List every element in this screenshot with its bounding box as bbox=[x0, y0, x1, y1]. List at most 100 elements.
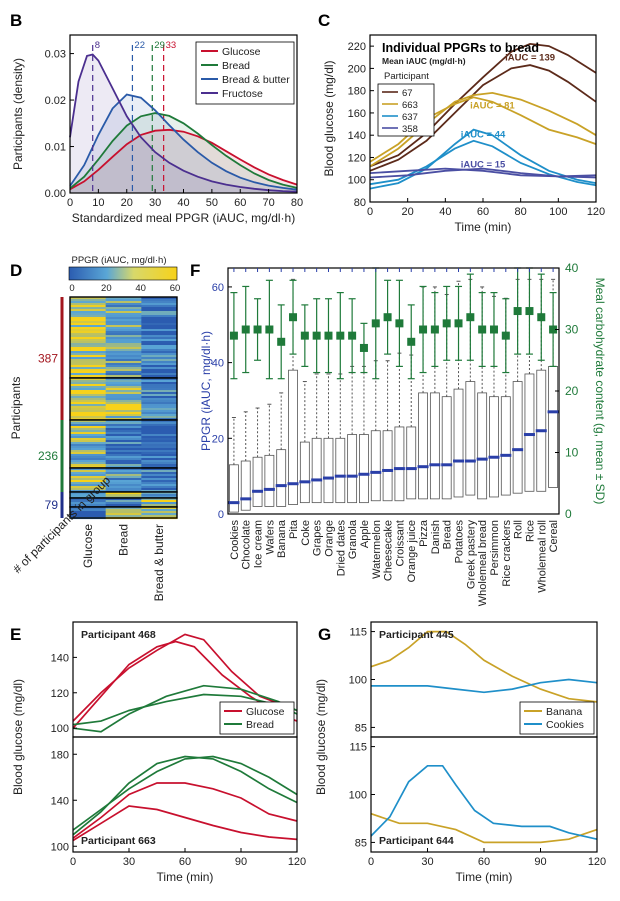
heatmap-cell bbox=[70, 347, 107, 350]
heatmap-column-label: Bread bbox=[117, 524, 131, 556]
carb-mean-marker bbox=[478, 325, 487, 334]
carb-mean-marker bbox=[466, 313, 475, 322]
heatmap-cell bbox=[70, 311, 107, 314]
iauc-annotation: iAUC = 81 bbox=[470, 100, 515, 111]
food-category-label: Ice cream bbox=[253, 520, 265, 568]
legend-label: 637 bbox=[402, 112, 418, 123]
food-category-label: Greek pastery bbox=[465, 520, 477, 590]
heatmap-cell bbox=[141, 341, 178, 344]
heatmap-cell bbox=[105, 476, 142, 479]
median-marker-label: 22 bbox=[134, 40, 145, 51]
density-line-fructose bbox=[69, 53, 298, 193]
panelG-x-axis-label: Time (min) bbox=[456, 870, 513, 884]
heatmap-cell bbox=[141, 470, 178, 473]
heatmap-cell bbox=[105, 303, 142, 306]
density-area-fructose bbox=[70, 54, 297, 193]
heatmap-cell bbox=[105, 442, 142, 445]
ppgr-box bbox=[288, 369, 298, 505]
heatmap-cell bbox=[70, 464, 107, 467]
carb-mean-marker bbox=[253, 325, 262, 334]
ppgr-box bbox=[382, 430, 393, 502]
ppgr-box bbox=[512, 381, 523, 494]
heatmap-cell bbox=[141, 480, 178, 483]
heatmap-cell bbox=[105, 400, 142, 403]
heatmap-cell bbox=[105, 450, 142, 453]
heatmap-cell bbox=[105, 464, 142, 467]
participant-label: Participant 663 bbox=[81, 835, 156, 847]
glucose-curve-glucose bbox=[72, 782, 298, 839]
heatmap-cell bbox=[105, 412, 142, 415]
panelE-y-tick-label: 180 bbox=[51, 749, 69, 761]
b-x-tick-label: 10 bbox=[92, 197, 104, 209]
heatmap-cell bbox=[105, 426, 142, 429]
panelG-x-tick-label: 30 bbox=[421, 856, 433, 868]
panel-label-b: B bbox=[10, 11, 22, 30]
heatmap-cell bbox=[105, 313, 142, 316]
heatmap-cell bbox=[70, 444, 107, 447]
heatmap-cell bbox=[70, 321, 107, 324]
participant-label: Participant 644 bbox=[379, 835, 454, 847]
heatmap-cell bbox=[141, 511, 178, 514]
heatmap-cell bbox=[105, 488, 142, 491]
density-area-bread bbox=[70, 113, 297, 193]
heatmap-cell bbox=[105, 486, 142, 489]
heatmap-cell bbox=[141, 513, 178, 516]
carb-mean-marker bbox=[289, 313, 298, 322]
ppgr-box bbox=[311, 437, 322, 504]
heatmap-cell bbox=[141, 486, 178, 489]
heatmap-cell bbox=[141, 507, 178, 510]
carb-mean-marker bbox=[371, 319, 380, 328]
heatmap-cell bbox=[70, 418, 107, 421]
f-y-right-axis-label: Meal carbohydrate content (g, mean ± SD) bbox=[593, 278, 607, 505]
heatmap-cell bbox=[105, 438, 142, 441]
ppgr-box bbox=[406, 426, 417, 500]
heatmap-cell bbox=[141, 301, 178, 304]
heatmap-cell bbox=[141, 394, 178, 397]
heatmap-cell bbox=[141, 345, 178, 348]
panelE-y-tick-label: 100 bbox=[51, 841, 69, 853]
heatmap-cell bbox=[105, 349, 142, 352]
b-y-tick-label: 0.03 bbox=[45, 49, 66, 61]
heatmap-cell bbox=[105, 339, 142, 342]
colorbar bbox=[68, 266, 178, 281]
heatmap-cell bbox=[105, 482, 142, 485]
heatmap-cell bbox=[70, 482, 107, 485]
heatmap-cell bbox=[105, 317, 142, 320]
heatmap-cell bbox=[141, 349, 178, 352]
heatmap-cell bbox=[105, 396, 142, 399]
panelG-x-tick-label: 0 bbox=[368, 856, 374, 868]
heatmap-cell bbox=[70, 402, 107, 405]
heatmap-cell bbox=[141, 504, 178, 507]
heatmap-cell bbox=[70, 365, 107, 368]
heatmap-cell bbox=[141, 494, 178, 497]
heatmap-cell bbox=[70, 367, 107, 370]
heatmap-cell bbox=[141, 509, 178, 512]
heatmap-cell bbox=[105, 460, 142, 463]
b-x-tick-label: 0 bbox=[67, 197, 73, 209]
heatmap-cell bbox=[105, 448, 142, 451]
heatmap-cell bbox=[70, 299, 107, 302]
heatmap-cell bbox=[141, 384, 178, 387]
glucose-curve-bread bbox=[72, 755, 298, 831]
food-category-label: Roll bbox=[513, 520, 525, 539]
heatmap-cell bbox=[141, 442, 178, 445]
heatmap-cell bbox=[141, 472, 178, 475]
heatmap-cell bbox=[105, 509, 142, 512]
heatmap-cell bbox=[141, 426, 178, 429]
heatmap-cell bbox=[105, 408, 142, 411]
heatmap-cell bbox=[105, 319, 142, 322]
heatmap-cell bbox=[141, 337, 178, 340]
heatmap-cell bbox=[105, 424, 142, 427]
heatmap-cell bbox=[70, 388, 107, 391]
heatmap-cell bbox=[105, 301, 142, 304]
heatmap-cell bbox=[105, 361, 142, 364]
b-x-tick-label: 40 bbox=[177, 197, 189, 209]
heatmap-cell bbox=[70, 468, 107, 471]
heatmap-cell bbox=[70, 496, 107, 499]
f-y-right-tick-label: 40 bbox=[565, 261, 579, 275]
glucose-curve-cookies bbox=[370, 764, 598, 841]
heatmap-cluster-frame bbox=[69, 506, 178, 519]
heatmap-cell bbox=[105, 341, 142, 344]
heatmap-cell bbox=[141, 492, 178, 495]
c-y-tick-label: 80 bbox=[354, 197, 366, 209]
